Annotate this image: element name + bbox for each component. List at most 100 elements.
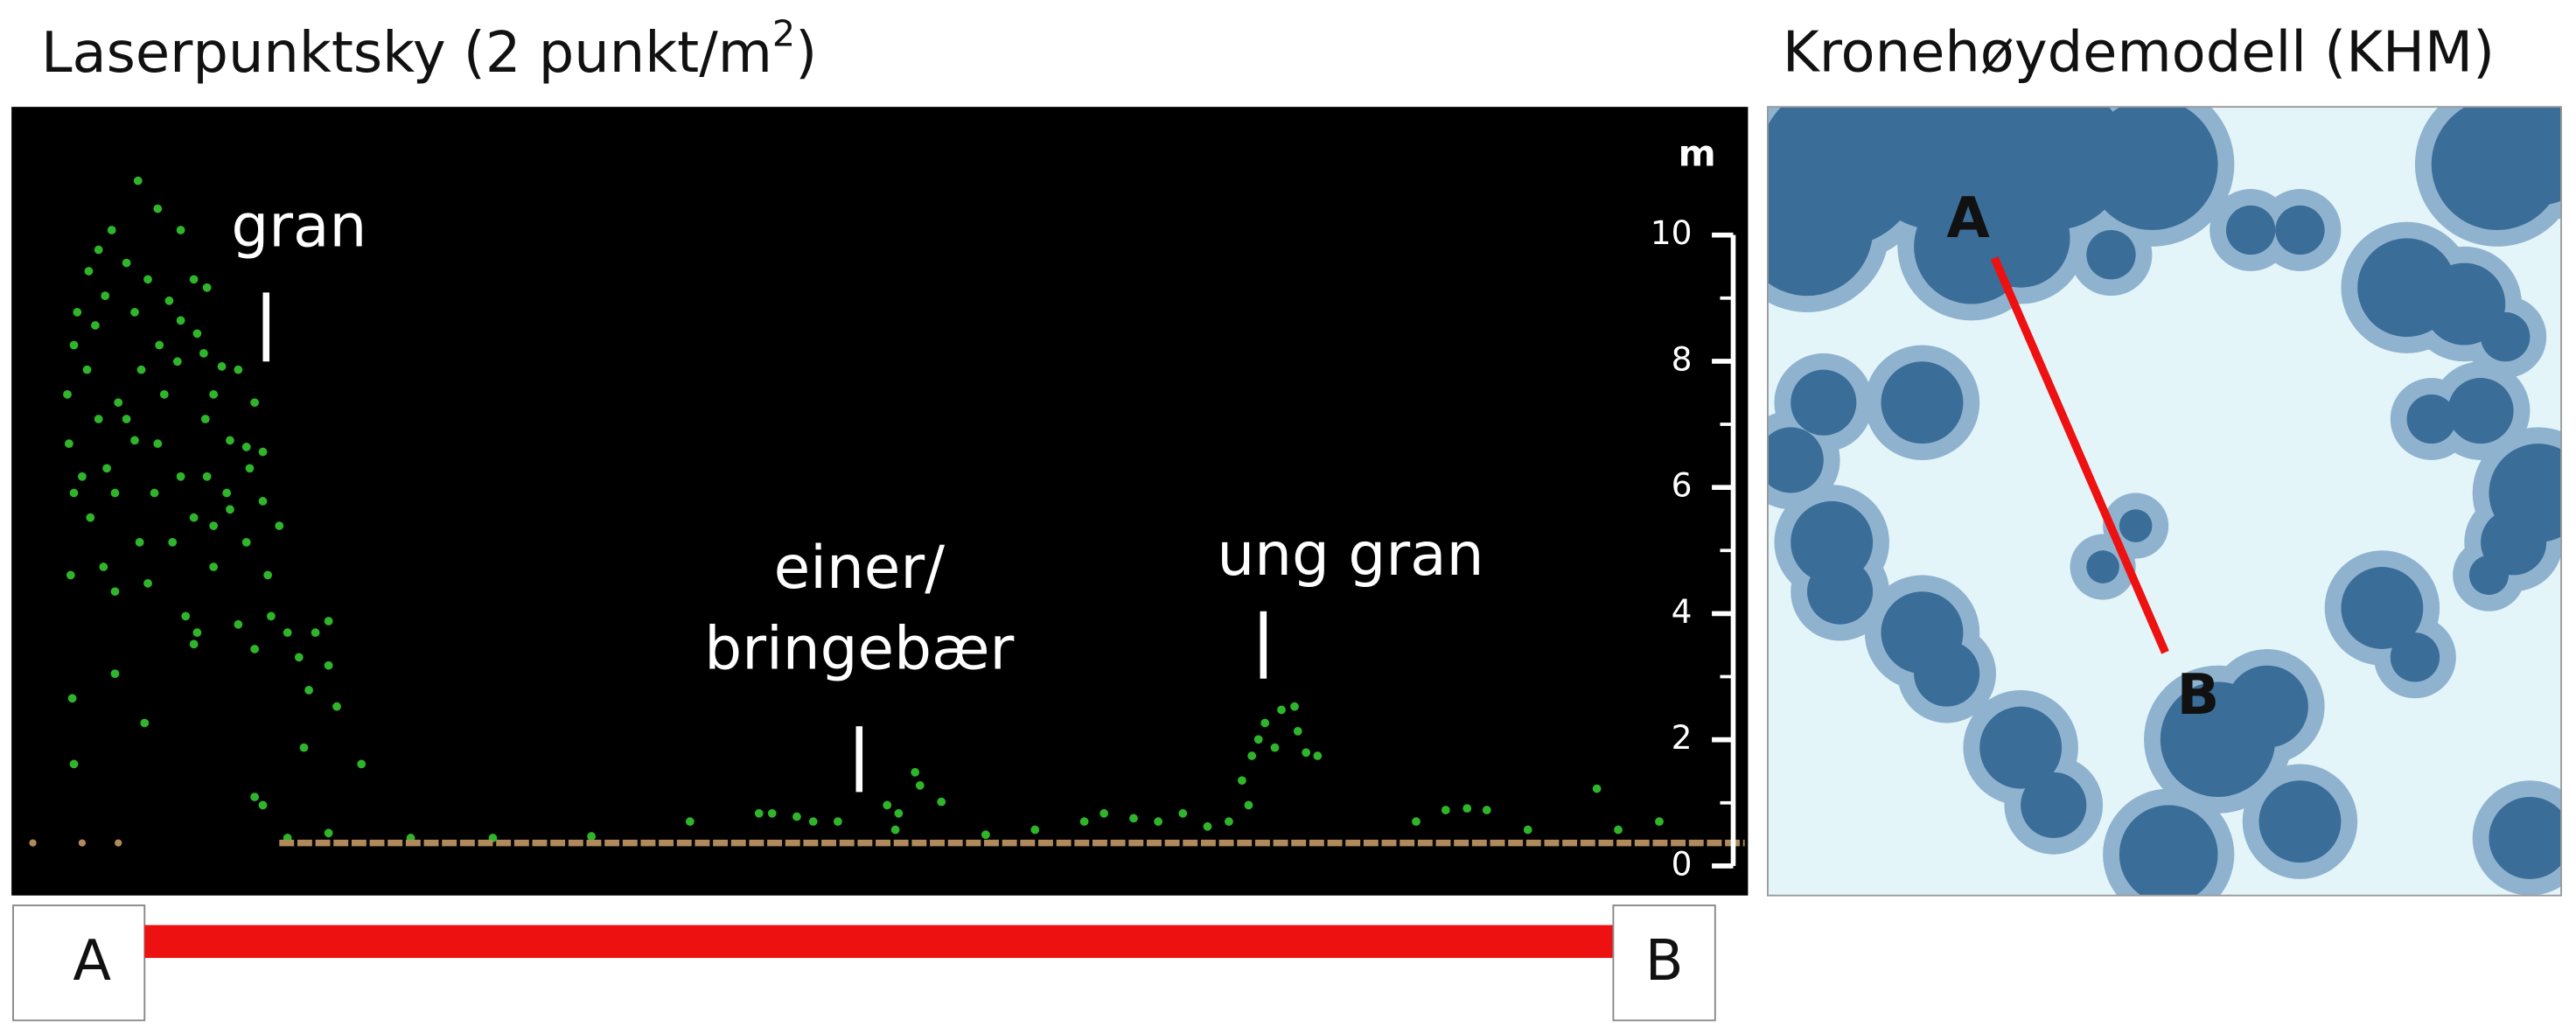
point — [168, 537, 178, 547]
canopy-crown — [2390, 632, 2440, 682]
point — [209, 389, 219, 399]
point — [1313, 751, 1323, 760]
height-axis: 0 2 4 6 8 10 — [1651, 213, 1736, 883]
map-transect-end: B — [2177, 663, 2220, 728]
point — [135, 537, 144, 547]
point — [1100, 808, 1109, 818]
point — [122, 258, 131, 268]
point — [107, 226, 116, 234]
point — [84, 267, 94, 276]
point — [133, 176, 143, 185]
point — [140, 718, 150, 728]
canopy-crown — [2406, 394, 2456, 444]
point — [82, 365, 92, 374]
point — [915, 780, 925, 790]
point — [332, 702, 341, 711]
point — [209, 521, 219, 530]
point — [311, 628, 320, 638]
point — [283, 628, 292, 638]
axis-unit: m — [1679, 132, 1716, 174]
ground-point — [29, 839, 37, 847]
tick-label: 2 — [1672, 718, 1693, 757]
point — [1293, 726, 1302, 736]
point — [110, 587, 120, 597]
point — [258, 800, 268, 810]
canopy-crown — [1807, 558, 1874, 625]
point — [304, 686, 313, 695]
point — [1412, 817, 1421, 827]
point — [1277, 705, 1286, 715]
canopy-crown — [2225, 205, 2276, 255]
transect-line — [1990, 256, 2169, 654]
point — [767, 808, 777, 818]
tick-label: 10 — [1651, 213, 1693, 252]
canopy-crown — [2086, 230, 2136, 280]
transect-start: A — [73, 929, 111, 994]
point — [258, 447, 268, 457]
point — [1592, 784, 1602, 793]
point — [172, 357, 182, 367]
canopy-crown — [2119, 509, 2153, 542]
canopy-crown — [2275, 205, 2325, 255]
point — [153, 439, 163, 449]
point — [250, 793, 260, 801]
point — [176, 316, 185, 325]
point — [102, 464, 111, 473]
point — [101, 291, 110, 301]
point — [192, 329, 202, 339]
canopy-crown — [2447, 378, 2514, 444]
point — [792, 812, 801, 821]
point — [99, 562, 108, 571]
point — [143, 275, 152, 284]
point — [245, 464, 255, 473]
canopy-crown — [2341, 567, 2424, 649]
canopy-crown — [2119, 805, 2218, 896]
ground-point — [78, 839, 87, 847]
tick-label: 0 — [1672, 844, 1693, 883]
point — [150, 488, 159, 498]
point — [143, 578, 152, 588]
point — [1463, 804, 1472, 814]
point — [937, 797, 946, 807]
point — [63, 389, 72, 399]
point — [189, 513, 199, 522]
ground-point — [115, 839, 122, 847]
point — [155, 340, 164, 350]
canopy-crown — [1791, 369, 1857, 436]
point — [894, 808, 904, 818]
point — [234, 619, 243, 629]
point — [130, 436, 139, 445]
point — [241, 537, 251, 547]
point — [890, 825, 900, 835]
canopy-crown — [2225, 665, 2308, 748]
point — [86, 513, 95, 522]
point — [1225, 817, 1233, 827]
canopy-crown — [2086, 107, 2218, 230]
canopy-crown — [1979, 706, 2063, 789]
annotation: bringebær — [704, 613, 1014, 682]
point — [1270, 743, 1280, 752]
point — [258, 497, 268, 506]
point — [199, 348, 208, 358]
point — [153, 204, 163, 213]
annotation: gran — [231, 192, 367, 261]
point — [1154, 817, 1163, 827]
point — [587, 832, 597, 841]
point — [69, 340, 79, 350]
point — [164, 296, 174, 305]
transect-end-box — [1612, 905, 1716, 1022]
transect-start-box — [12, 905, 146, 1022]
point — [1178, 808, 1188, 818]
point — [217, 362, 227, 371]
point — [67, 694, 77, 703]
point — [200, 415, 210, 423]
canopy-crown — [2258, 780, 2342, 863]
left-title: Laserpunktsky (2 punkt/m2) — [41, 12, 817, 85]
point — [833, 817, 842, 827]
point — [250, 398, 260, 408]
point — [1247, 751, 1257, 760]
map-transect-start: A — [1946, 186, 1990, 251]
point — [1302, 748, 1311, 758]
point — [114, 398, 123, 408]
point — [202, 283, 212, 292]
